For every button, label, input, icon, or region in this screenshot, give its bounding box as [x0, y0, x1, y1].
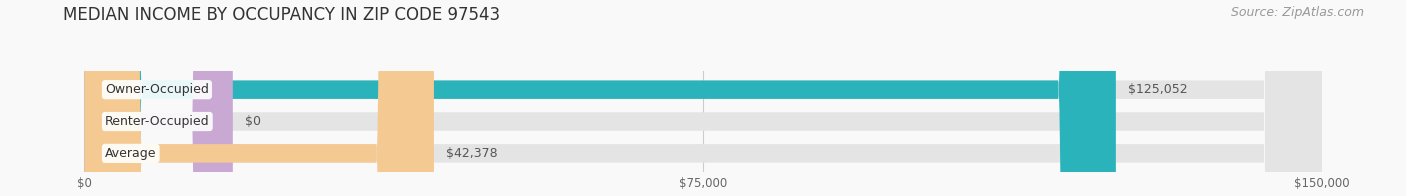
Text: Renter-Occupied: Renter-Occupied [105, 115, 209, 128]
Text: $0: $0 [245, 115, 262, 128]
Text: MEDIAN INCOME BY OCCUPANCY IN ZIP CODE 97543: MEDIAN INCOME BY OCCUPANCY IN ZIP CODE 9… [63, 6, 501, 24]
FancyBboxPatch shape [84, 0, 1116, 196]
FancyBboxPatch shape [84, 0, 1322, 196]
Text: $125,052: $125,052 [1128, 83, 1188, 96]
FancyBboxPatch shape [84, 0, 1322, 196]
FancyBboxPatch shape [84, 0, 434, 196]
FancyBboxPatch shape [84, 0, 1322, 196]
FancyBboxPatch shape [84, 0, 233, 196]
Text: Average: Average [105, 147, 156, 160]
Text: $42,378: $42,378 [446, 147, 498, 160]
Text: Owner-Occupied: Owner-Occupied [105, 83, 209, 96]
Text: Source: ZipAtlas.com: Source: ZipAtlas.com [1230, 6, 1364, 19]
